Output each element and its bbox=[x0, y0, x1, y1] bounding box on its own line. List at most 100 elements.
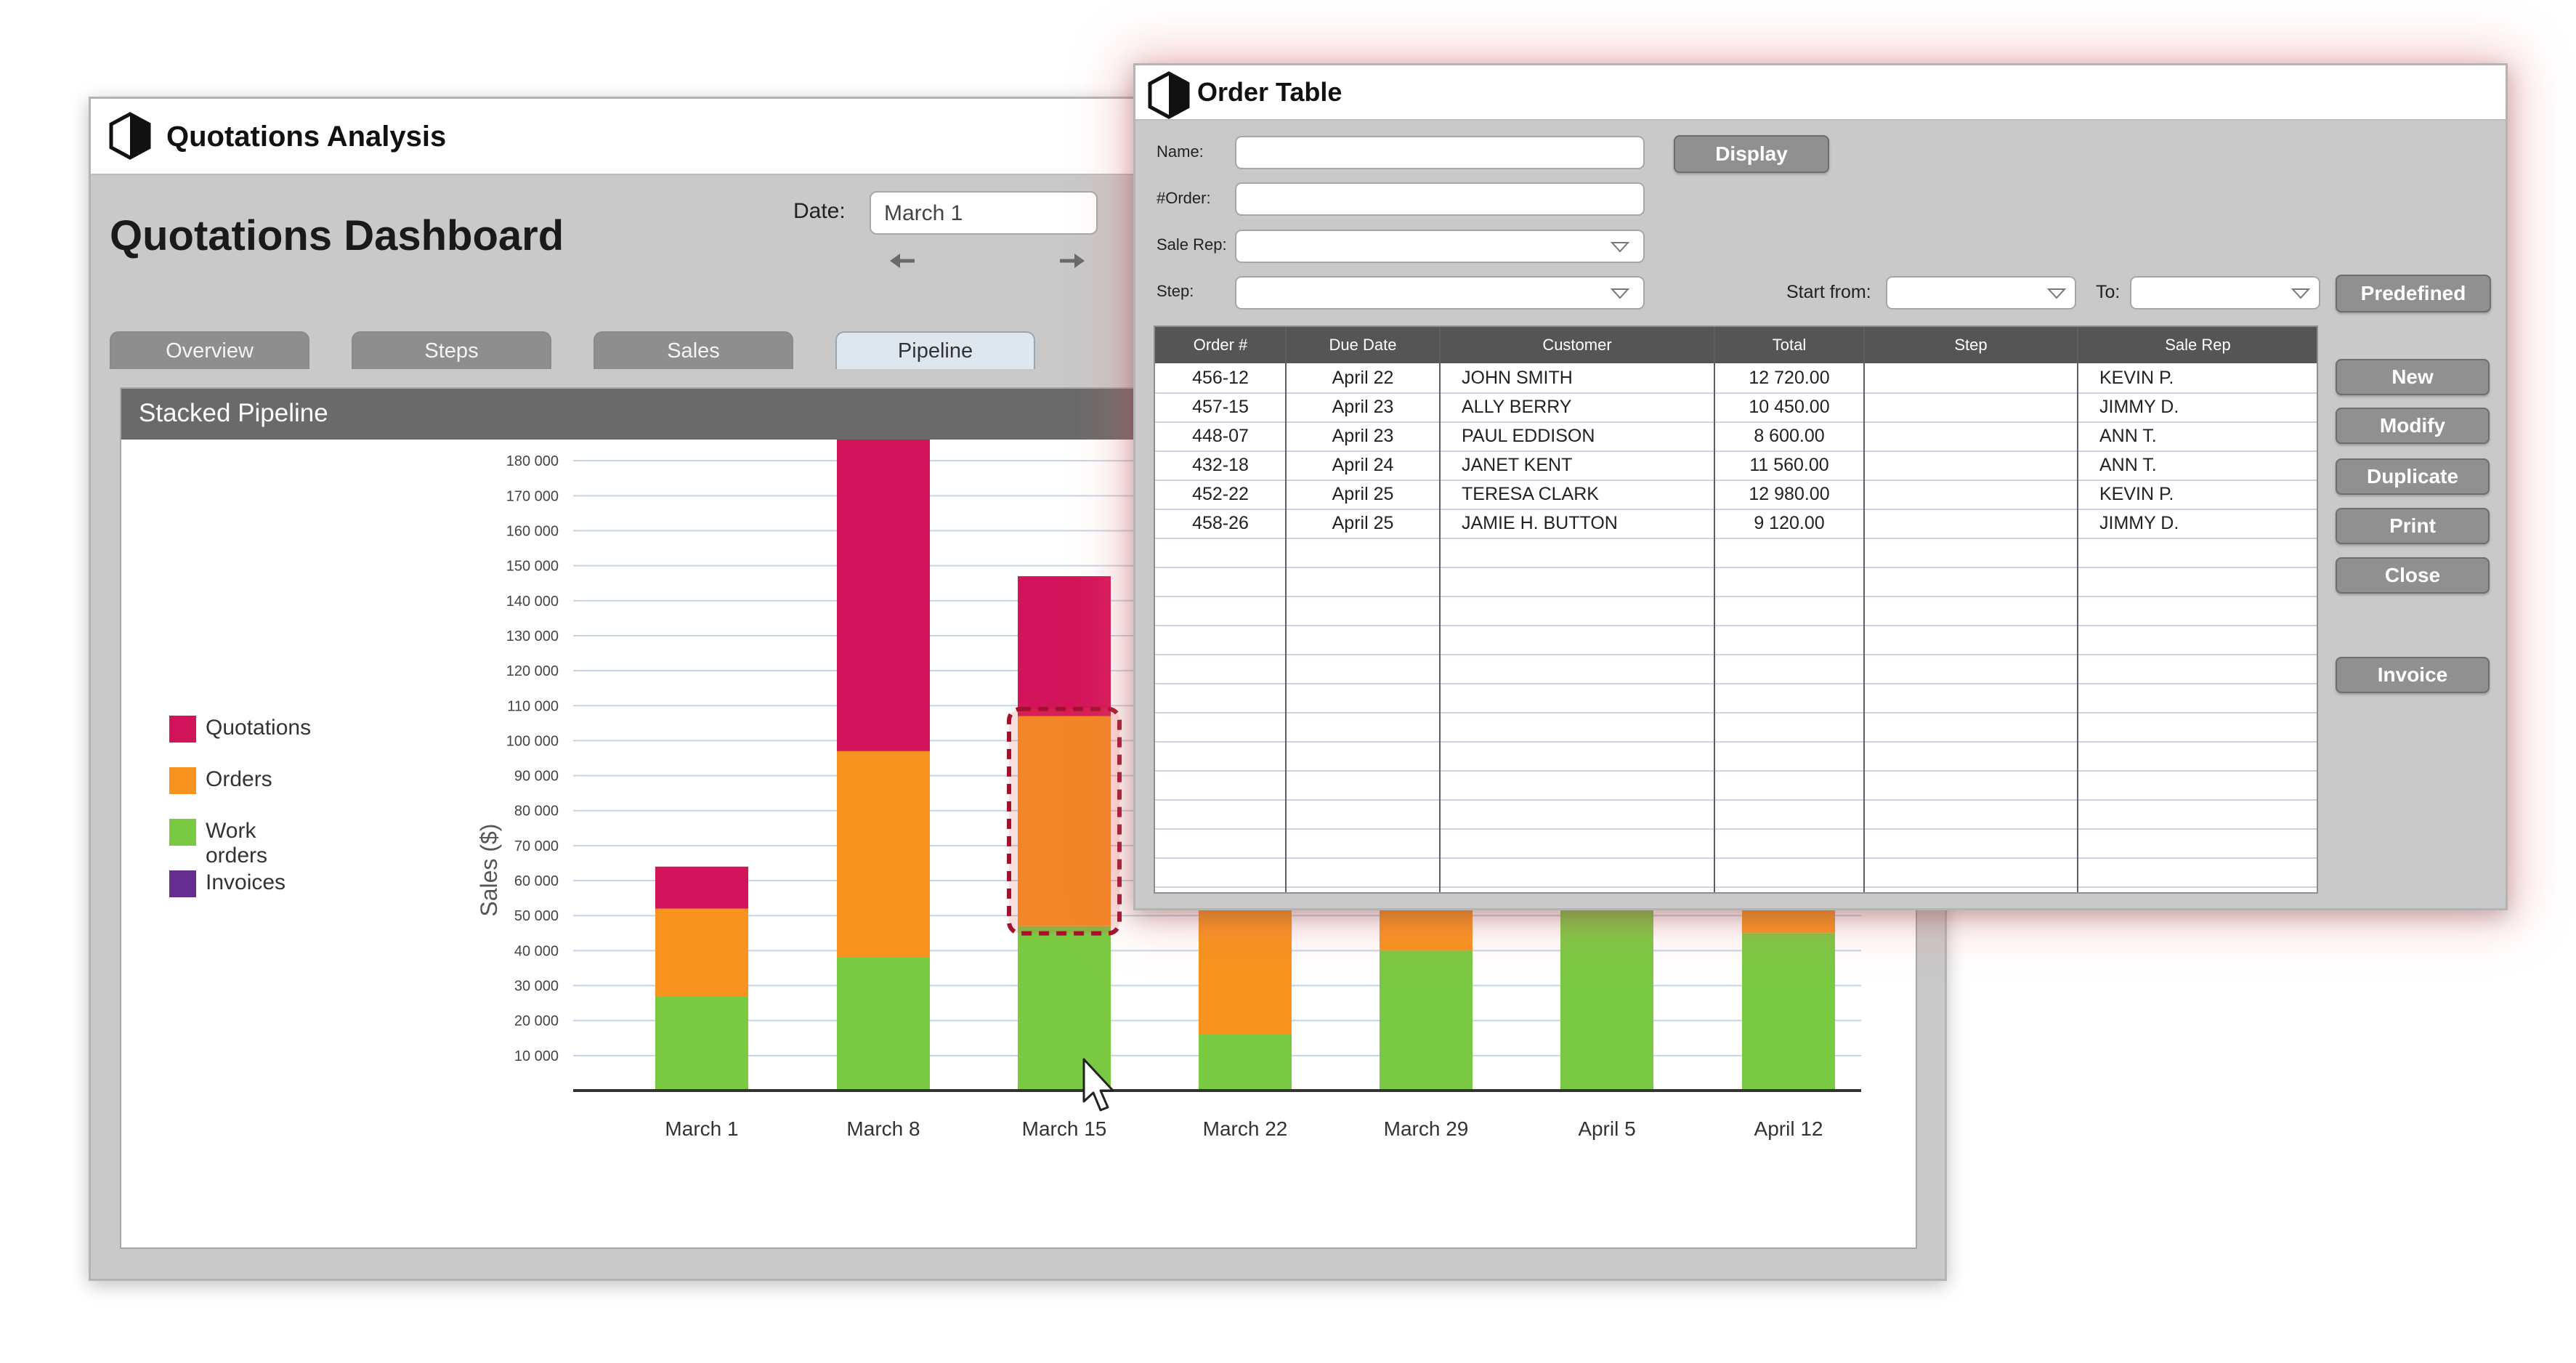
order-number-input[interactable] bbox=[1235, 182, 1645, 216]
table-row[interactable]: 452-22 April 25 TERESA CLARK 12 980.00 KEVIN… bbox=[1155, 480, 2317, 509]
tab-sales[interactable]: Sales bbox=[594, 331, 793, 369]
y-tick-label: 100 000 bbox=[506, 733, 559, 749]
x-tick-label: March 15 bbox=[1022, 1117, 1107, 1140]
legend-swatch-work-orders bbox=[169, 819, 196, 846]
column-header-due-date[interactable]: Due Date bbox=[1329, 336, 1397, 354]
column-divider bbox=[1439, 327, 1441, 892]
bar-segment-work-orders bbox=[837, 958, 930, 1091]
name-input[interactable] bbox=[1235, 136, 1645, 169]
order-number-cell: 432-18 bbox=[1192, 455, 1249, 475]
dropdown-arrow-icon bbox=[2047, 288, 2066, 299]
stacked-pipeline-panel: Stacked Pipeline Quotations Orders Work … bbox=[120, 387, 1917, 1249]
customer-cell: JOHN SMITH bbox=[1462, 368, 1573, 388]
table-row[interactable]: 432-18 April 24 JANET KENT 11 560.00 ANN T. bbox=[1155, 450, 2317, 480]
dropdown-arrow-icon bbox=[1611, 242, 1629, 253]
order-number-cell: 448-07 bbox=[1192, 426, 1249, 446]
sale-rep-cell: KEVIN P. bbox=[2099, 484, 2174, 504]
bar-segment-work-orders bbox=[1199, 1034, 1292, 1091]
row-line bbox=[1155, 828, 2317, 830]
sale-rep-cell: ANN T. bbox=[2099, 455, 2157, 475]
row-line bbox=[1155, 509, 2317, 510]
invoice-button[interactable]: Invoice bbox=[2336, 657, 2490, 693]
close-button[interactable]: Close bbox=[2336, 557, 2490, 594]
customer-cell: JAMIE H. BUTTON bbox=[1462, 513, 1618, 533]
print-button[interactable]: Print bbox=[2336, 508, 2490, 544]
predefined-button[interactable]: Predefined bbox=[2336, 275, 2491, 312]
start-from-label: Start from: bbox=[1786, 282, 1871, 302]
y-tick-label: 160 000 bbox=[506, 523, 559, 539]
due-date-cell: April 25 bbox=[1332, 484, 1394, 504]
app-logo-icon bbox=[109, 112, 151, 160]
y-tick-label: 150 000 bbox=[506, 559, 559, 575]
column-divider bbox=[2077, 327, 2078, 892]
to-label: To: bbox=[2096, 282, 2121, 302]
panel-title: Stacked Pipeline bbox=[139, 399, 328, 427]
table-row[interactable]: 456-12 April 22 JOHN SMITH 12 720.00 KEVIN P… bbox=[1155, 363, 2317, 392]
y-tick-label: 180 000 bbox=[506, 453, 559, 469]
row-line bbox=[1155, 567, 2317, 568]
column-header-customer[interactable]: Customer bbox=[1542, 336, 1612, 354]
row-line bbox=[1155, 857, 2317, 859]
bar-segment-quotations bbox=[837, 440, 930, 751]
next-date-arrow-icon[interactable] bbox=[1057, 250, 1086, 272]
column-header-total[interactable]: Total bbox=[1772, 336, 1807, 354]
row-line bbox=[1155, 421, 2317, 423]
column-header-order-number[interactable]: Order # bbox=[1193, 336, 1248, 354]
order-window-titlebar: Order Table bbox=[1135, 65, 2506, 121]
new-button[interactable]: New bbox=[2336, 359, 2490, 395]
name-label: Name: bbox=[1157, 142, 1204, 161]
quotations-window-title: Quotations Analysis bbox=[166, 121, 447, 153]
row-line bbox=[1155, 886, 2317, 888]
start-from-dropdown[interactable] bbox=[1886, 276, 2076, 310]
y-tick-label: 90 000 bbox=[514, 769, 559, 785]
app-logo-icon bbox=[1148, 71, 1190, 119]
date-input[interactable]: March 1 bbox=[870, 191, 1098, 235]
previous-date-arrow-icon[interactable] bbox=[888, 250, 918, 272]
sale-rep-cell: KEVIN P. bbox=[2099, 368, 2174, 388]
bar-segment-work-orders bbox=[1018, 926, 1111, 1091]
legend-label-orders: Orders bbox=[206, 767, 272, 791]
order-number-cell: 456-12 bbox=[1192, 368, 1249, 388]
y-tick-label: 80 000 bbox=[514, 804, 559, 820]
sale-rep-dropdown[interactable] bbox=[1235, 230, 1645, 263]
dropdown-arrow-icon bbox=[1611, 288, 1629, 299]
table-row[interactable]: 457-15 April 23 ALLY BERRY 10 450.00 JIMMY D… bbox=[1155, 392, 2317, 421]
tab-pipeline[interactable]: Pipeline bbox=[835, 331, 1035, 369]
mouse-cursor-icon bbox=[1082, 1058, 1114, 1112]
tab-overview[interactable]: Overview bbox=[110, 331, 309, 369]
dashboard-title: Quotations Dashboard bbox=[110, 212, 564, 259]
bar-segment-orders bbox=[1199, 891, 1292, 1035]
bar-segment-orders bbox=[655, 908, 748, 996]
customer-cell: PAUL EDDISON bbox=[1462, 426, 1595, 446]
bar-segment-quotations bbox=[1018, 576, 1111, 716]
row-line bbox=[1155, 799, 2317, 801]
order-number-cell: 457-15 bbox=[1192, 397, 1249, 417]
y-tick-label: 20 000 bbox=[514, 1014, 559, 1030]
bar-segment-orders bbox=[1018, 716, 1111, 926]
legend-label-quotations: Quotations bbox=[206, 716, 312, 740]
column-header-step[interactable]: Step bbox=[1954, 336, 1988, 354]
table-row[interactable]: 458-26 April 25 JAMIE H. BUTTON 9 120.00 JIM… bbox=[1155, 509, 2317, 538]
y-tick-label: 50 000 bbox=[514, 908, 559, 924]
row-line bbox=[1155, 770, 2317, 772]
customer-cell: TERESA CLARK bbox=[1462, 484, 1599, 504]
modify-button[interactable]: Modify bbox=[2336, 408, 2490, 444]
y-axis-label: Sales ($) bbox=[476, 824, 502, 917]
y-tick-label: 60 000 bbox=[514, 873, 559, 889]
row-line bbox=[1155, 683, 2317, 684]
x-tick-label: March 1 bbox=[665, 1117, 738, 1140]
to-dropdown[interactable] bbox=[2130, 276, 2320, 310]
y-tick-label: 70 000 bbox=[514, 838, 559, 854]
legend-swatch-invoices bbox=[169, 870, 196, 897]
tab-steps[interactable]: Steps bbox=[352, 331, 551, 369]
column-header-sale-rep[interactable]: Sale Rep bbox=[2165, 336, 2231, 354]
legend-label-invoices: Invoices bbox=[206, 870, 286, 894]
step-dropdown[interactable] bbox=[1235, 276, 1645, 310]
due-date-cell: April 23 bbox=[1332, 397, 1394, 417]
row-line bbox=[1155, 480, 2317, 481]
row-line bbox=[1155, 392, 2317, 394]
duplicate-button[interactable]: Duplicate bbox=[2336, 458, 2490, 495]
y-tick-label: 120 000 bbox=[506, 663, 559, 679]
display-button[interactable]: Display bbox=[1674, 135, 1829, 173]
table-row[interactable]: 448-07 April 23 PAUL EDDISON 8 600.00 ANN T. bbox=[1155, 421, 2317, 450]
